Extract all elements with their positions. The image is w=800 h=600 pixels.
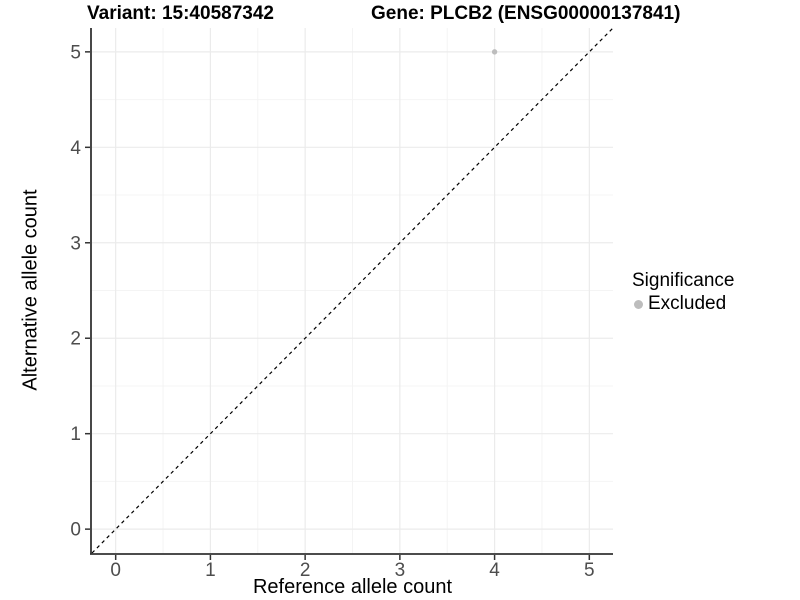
x-tick-label: 1 [205,560,216,581]
x-tick-label: 3 [395,560,406,581]
plot-title-gene: Gene: PLCB2 (ENSG00000137841) [371,3,681,24]
x-tick-label: 0 [110,560,121,581]
x-tick-label: 4 [489,560,500,581]
legend-entry-label: Excluded [648,293,727,314]
y-axis-title: Alternative allele count [19,189,42,391]
plot-title-variant: Variant: 15:40587342 [87,3,274,24]
legend-key-dot-icon [634,299,643,309]
legend-title: Significance [632,270,735,291]
data-point [491,49,498,55]
legend: Significance Excluded [632,270,734,315]
y-tick-label: 2 [70,329,81,350]
y-tick-label: 3 [70,233,81,254]
y-tick-label: 0 [70,520,81,541]
identity-line [91,27,614,554]
y-tick-label: 1 [70,424,81,445]
y-tick-label: 5 [70,42,81,63]
x-axis-title: Reference allele count [252,576,452,598]
legend-entry-excluded: Excluded [632,293,734,315]
y-tick-label: 4 [70,138,81,159]
x-tick-label: 5 [584,560,595,581]
x-tick-label: 2 [300,560,311,581]
